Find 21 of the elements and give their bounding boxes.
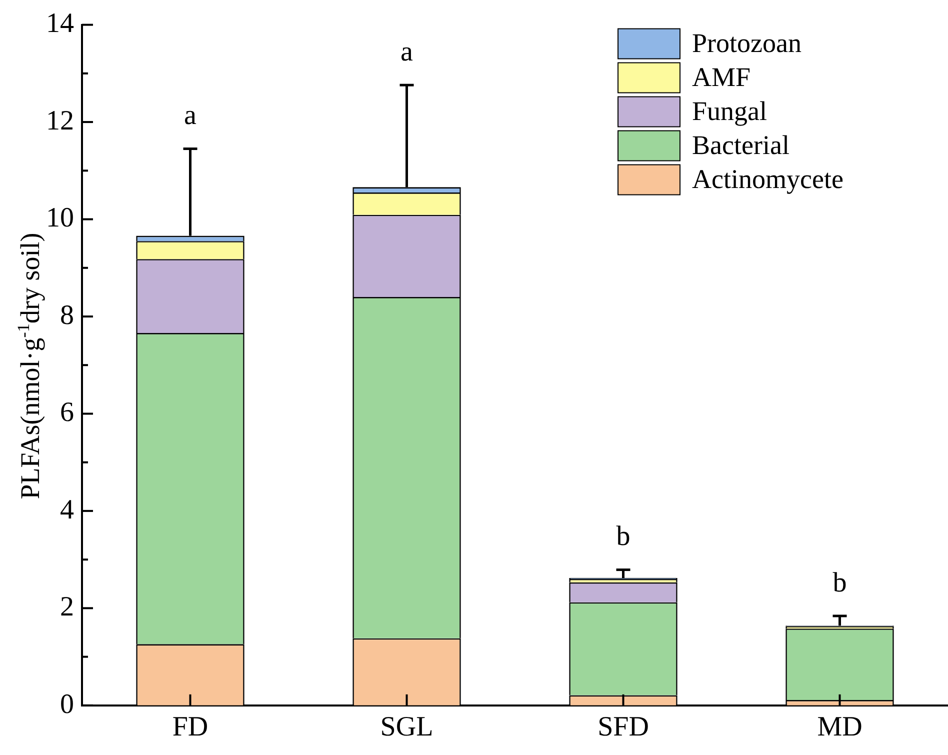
y-tick-label: 2 [60, 592, 74, 623]
legend-label: Protozoan [692, 28, 802, 58]
annotation: b [616, 521, 630, 552]
legend-label: Bacterial [692, 130, 790, 160]
annotation: a [184, 100, 198, 132]
legend-label: AMF [692, 62, 751, 92]
y-tick-label: 4 [60, 494, 74, 526]
annotation: b [832, 567, 847, 598]
legend-label: Fungal [692, 96, 768, 126]
x-tick-label: SFD [598, 712, 649, 743]
legend-label: Actinomycete [692, 164, 844, 194]
y-tick-label: 8 [60, 300, 74, 331]
y-tick-label: 12 [46, 105, 74, 136]
annotation: a [400, 36, 414, 68]
x-tick-label: FD [172, 712, 208, 743]
x-tick-label: MD [817, 712, 862, 743]
y-tick-label: 0 [60, 688, 74, 720]
y-tick-label: 6 [60, 397, 74, 428]
x-tick-label: SGL [380, 712, 434, 743]
y-tick-label: 10 [46, 202, 74, 234]
y-tick-label: 14 [46, 8, 74, 40]
